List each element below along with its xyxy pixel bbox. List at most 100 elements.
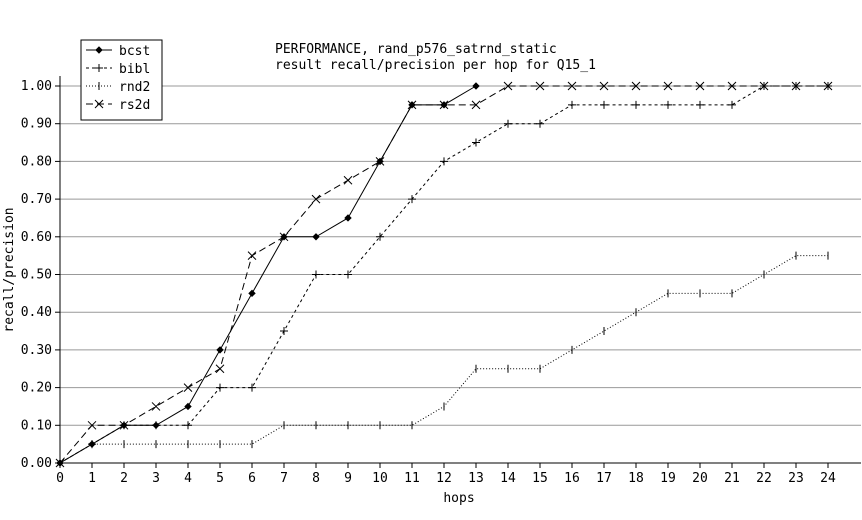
data-point bbox=[87, 420, 97, 430]
legend-item-rs2d: rs2d bbox=[86, 98, 150, 113]
x-tick-label: 24 bbox=[820, 471, 836, 486]
chart-subtitle: result recall/precision per hop for Q15_… bbox=[275, 58, 596, 73]
data-point bbox=[536, 119, 544, 128]
data-point bbox=[791, 81, 801, 91]
data-point bbox=[823, 81, 833, 91]
x-tick-label: 21 bbox=[724, 471, 740, 486]
data-point bbox=[95, 64, 103, 72]
y-tick-label: 0.80 bbox=[21, 154, 52, 169]
data-point bbox=[184, 421, 192, 430]
data-point bbox=[440, 157, 448, 166]
data-point bbox=[311, 194, 321, 204]
y-tick-label: 0.40 bbox=[21, 305, 52, 320]
series-line bbox=[59, 255, 828, 464]
x-tick-label: 11 bbox=[404, 471, 420, 486]
x-tick-label: 10 bbox=[372, 471, 388, 486]
legend-label: bcst bbox=[119, 44, 150, 59]
x-axis-label: hops bbox=[443, 491, 474, 506]
data-point bbox=[695, 81, 705, 91]
x-axis-ticks: 0 1 2 3 4 5 6 7 8 9 10 11 12 13 14 15 16 17 18 19 20 21 22 23 24 bbox=[56, 463, 836, 486]
data-point bbox=[95, 46, 103, 54]
y-tick-label: 0.20 bbox=[21, 381, 52, 396]
data-point bbox=[119, 420, 129, 430]
legend-item-bcst: bcst bbox=[86, 44, 150, 59]
data-point bbox=[472, 138, 480, 147]
data-point bbox=[312, 270, 320, 279]
data-point bbox=[247, 251, 257, 261]
data-point bbox=[535, 81, 545, 91]
data-point bbox=[344, 270, 352, 279]
x-tick-label: 20 bbox=[692, 471, 708, 486]
y-tick-label: 0.90 bbox=[21, 117, 52, 132]
data-point bbox=[343, 175, 353, 185]
legend-item-rnd2: rnd2 bbox=[86, 80, 150, 95]
y-axis-label: recall/precision bbox=[2, 207, 17, 332]
data-point bbox=[568, 100, 576, 109]
x-tick-label: 14 bbox=[500, 471, 516, 486]
data-point bbox=[664, 100, 672, 109]
x-tick-label: 2 bbox=[120, 471, 128, 486]
data-point bbox=[632, 100, 640, 109]
data-point bbox=[408, 195, 416, 204]
chart-title: PERFORMANCE, rand_p576_satrnd_static bbox=[275, 42, 557, 57]
x-tick-label: 6 bbox=[248, 471, 256, 486]
y-axis-ticks: 0.00 0.10 0.20 0.30 0.40 0.50 0.60 0.70 0.80 0.90… bbox=[21, 79, 60, 471]
x-tick-label: 4 bbox=[184, 471, 192, 486]
data-point bbox=[152, 421, 160, 430]
x-tick-label: 7 bbox=[280, 471, 288, 486]
x-tick-label: 1 bbox=[88, 471, 96, 486]
x-tick-label: 8 bbox=[312, 471, 320, 486]
y-tick-label: 0.60 bbox=[21, 230, 52, 245]
data-point bbox=[599, 81, 609, 91]
data-point bbox=[504, 119, 512, 128]
data-point bbox=[216, 346, 224, 354]
legend: bcst bibl rnd2 rs2d bbox=[80, 39, 163, 121]
data-point bbox=[728, 100, 736, 109]
axes bbox=[59, 76, 861, 464]
data-point bbox=[344, 214, 352, 222]
y-tick-label: 1.00 bbox=[21, 79, 52, 94]
x-tick-label: 13 bbox=[468, 471, 484, 486]
series-rs2d bbox=[55, 81, 833, 468]
data-point bbox=[184, 402, 192, 411]
data-point bbox=[407, 100, 417, 110]
data-point bbox=[471, 100, 481, 110]
legend-label: rnd2 bbox=[119, 80, 150, 95]
data-point bbox=[279, 232, 289, 242]
legend-label: bibl bbox=[119, 62, 150, 77]
data-point bbox=[600, 100, 608, 109]
x-tick-label: 17 bbox=[596, 471, 612, 486]
x-tick-label: 0 bbox=[56, 471, 64, 486]
data-point bbox=[183, 383, 193, 392]
data-point bbox=[567, 81, 577, 91]
x-tick-label: 19 bbox=[660, 471, 676, 486]
x-tick-label: 23 bbox=[788, 471, 804, 486]
legend-label: rs2d bbox=[119, 98, 150, 113]
data-point bbox=[376, 232, 384, 241]
legend-item-bibl: bibl bbox=[86, 62, 150, 77]
x-tick-label: 5 bbox=[216, 471, 224, 486]
data-point bbox=[151, 402, 161, 411]
plot-area bbox=[55, 81, 833, 468]
data-point bbox=[375, 157, 385, 166]
series-rnd2 bbox=[59, 251, 829, 467]
y-tick-label: 0.50 bbox=[21, 268, 52, 283]
data-point bbox=[663, 81, 673, 91]
data-point bbox=[503, 81, 513, 91]
data-point bbox=[280, 327, 288, 336]
data-point bbox=[631, 81, 641, 91]
x-tick-label: 9 bbox=[344, 471, 352, 486]
x-tick-label: 12 bbox=[436, 471, 452, 486]
y-tick-label: 0.70 bbox=[21, 192, 52, 207]
data-point bbox=[439, 100, 449, 110]
data-point bbox=[55, 458, 65, 468]
data-point bbox=[472, 82, 480, 90]
x-tick-label: 18 bbox=[628, 471, 644, 486]
x-tick-label: 22 bbox=[756, 471, 772, 486]
x-tick-label: 15 bbox=[532, 471, 548, 486]
data-point bbox=[759, 81, 769, 91]
x-tick-label: 3 bbox=[152, 471, 160, 486]
data-point bbox=[216, 383, 224, 392]
data-point bbox=[248, 289, 256, 298]
